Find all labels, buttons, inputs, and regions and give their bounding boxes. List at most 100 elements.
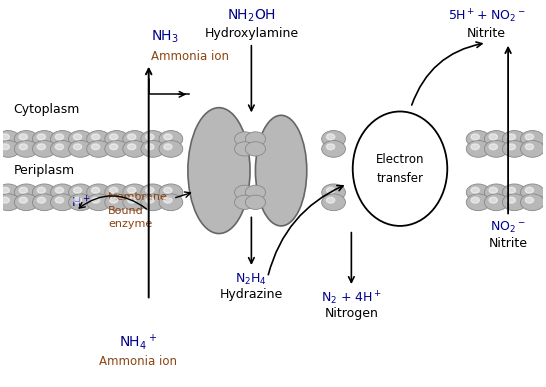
Circle shape: [235, 195, 255, 209]
Circle shape: [87, 184, 110, 201]
Circle shape: [322, 130, 346, 147]
Circle shape: [73, 197, 82, 203]
Text: Hydrazine: Hydrazine: [219, 288, 283, 301]
Circle shape: [141, 184, 165, 201]
Text: Nitrite: Nitrite: [467, 27, 506, 40]
Circle shape: [123, 194, 147, 211]
Text: Membrane-: Membrane-: [108, 192, 172, 202]
Text: N$_2$H$_4$: N$_2$H$_4$: [235, 272, 268, 287]
Circle shape: [69, 140, 92, 157]
Circle shape: [1, 144, 9, 150]
Text: Bound: Bound: [108, 205, 144, 216]
Text: NO$_2$$^-$: NO$_2$$^-$: [490, 220, 526, 235]
Circle shape: [159, 194, 183, 211]
Circle shape: [327, 144, 335, 150]
Circle shape: [525, 197, 533, 203]
Circle shape: [105, 130, 128, 147]
Circle shape: [37, 187, 45, 193]
Text: Hydroxylamine: Hydroxylamine: [204, 27, 299, 40]
Circle shape: [141, 194, 165, 211]
Circle shape: [489, 134, 497, 140]
Circle shape: [87, 140, 110, 157]
Text: NH$_4$$^+$: NH$_4$$^+$: [119, 332, 157, 352]
Circle shape: [245, 195, 265, 209]
Circle shape: [91, 134, 100, 140]
Circle shape: [19, 187, 27, 193]
Circle shape: [128, 134, 136, 140]
Circle shape: [128, 144, 136, 150]
Circle shape: [525, 187, 533, 193]
Circle shape: [146, 187, 154, 193]
Circle shape: [37, 134, 45, 140]
Circle shape: [91, 187, 100, 193]
Circle shape: [164, 197, 172, 203]
Text: H$^+$: H$^+$: [72, 195, 91, 211]
Circle shape: [322, 140, 346, 157]
Circle shape: [91, 144, 100, 150]
Circle shape: [37, 144, 45, 150]
Circle shape: [235, 185, 255, 199]
Circle shape: [1, 187, 9, 193]
Circle shape: [235, 142, 255, 156]
Ellipse shape: [256, 115, 307, 226]
Circle shape: [19, 134, 27, 140]
Circle shape: [471, 187, 479, 193]
Circle shape: [245, 185, 265, 199]
Circle shape: [471, 134, 479, 140]
Circle shape: [32, 130, 56, 147]
Circle shape: [123, 130, 147, 147]
Circle shape: [520, 130, 544, 147]
Circle shape: [327, 134, 335, 140]
Circle shape: [55, 187, 63, 193]
Circle shape: [520, 184, 544, 201]
Circle shape: [110, 187, 118, 193]
Circle shape: [128, 187, 136, 193]
Circle shape: [466, 140, 490, 157]
Circle shape: [128, 197, 136, 203]
Circle shape: [51, 194, 74, 211]
Circle shape: [110, 197, 118, 203]
Circle shape: [484, 140, 508, 157]
Circle shape: [484, 130, 508, 147]
Circle shape: [525, 134, 533, 140]
Circle shape: [502, 130, 526, 147]
Circle shape: [14, 184, 38, 201]
Circle shape: [245, 132, 265, 146]
Circle shape: [73, 144, 82, 150]
Circle shape: [327, 187, 335, 193]
Circle shape: [159, 130, 183, 147]
Circle shape: [105, 140, 128, 157]
Circle shape: [489, 187, 497, 193]
Circle shape: [245, 142, 265, 156]
Circle shape: [14, 130, 38, 147]
Circle shape: [55, 197, 63, 203]
Circle shape: [110, 144, 118, 150]
Circle shape: [19, 144, 27, 150]
Circle shape: [164, 187, 172, 193]
Circle shape: [87, 194, 110, 211]
Circle shape: [0, 130, 20, 147]
Circle shape: [525, 144, 533, 150]
Circle shape: [110, 134, 118, 140]
Circle shape: [489, 197, 497, 203]
Circle shape: [235, 132, 255, 146]
Circle shape: [14, 140, 38, 157]
Circle shape: [19, 197, 27, 203]
Circle shape: [141, 130, 165, 147]
Text: enzyme: enzyme: [108, 219, 152, 229]
Circle shape: [507, 197, 515, 203]
Circle shape: [471, 197, 479, 203]
Circle shape: [502, 184, 526, 201]
Circle shape: [466, 130, 490, 147]
Circle shape: [146, 144, 154, 150]
Circle shape: [520, 140, 544, 157]
Circle shape: [1, 134, 9, 140]
Text: Nitrite: Nitrite: [489, 236, 527, 250]
Circle shape: [502, 140, 526, 157]
Text: Ammonia ion: Ammonia ion: [99, 355, 177, 368]
Circle shape: [87, 130, 110, 147]
Circle shape: [55, 134, 63, 140]
Circle shape: [32, 184, 56, 201]
Circle shape: [51, 140, 74, 157]
Circle shape: [164, 134, 172, 140]
